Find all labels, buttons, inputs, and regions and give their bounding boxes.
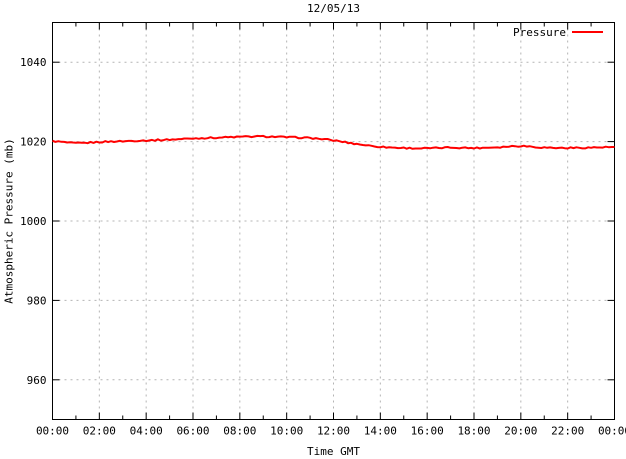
x-tick-label: 18:00 bbox=[457, 425, 490, 438]
y-axis-label: Atmospheric Pressure (mb) bbox=[2, 138, 16, 304]
x-tick-label: 14:00 bbox=[364, 425, 397, 438]
x-tick-label: 00:00 bbox=[598, 425, 626, 438]
x-tick-label: 20:00 bbox=[504, 425, 537, 438]
y-tick-label: 1040 bbox=[20, 56, 47, 69]
x-tick-label: 12:00 bbox=[317, 425, 350, 438]
x-tick-label: 08:00 bbox=[223, 425, 256, 438]
pressure-series-line bbox=[52, 134, 615, 150]
y-tick-label: 1020 bbox=[20, 136, 47, 149]
x-tick-label: 00:00 bbox=[36, 425, 69, 438]
y-tick-label: 980 bbox=[27, 294, 47, 307]
x-tick-label: 22:00 bbox=[551, 425, 584, 438]
legend-line-sample-icon bbox=[572, 31, 603, 33]
chart-title: 12/05/13 bbox=[307, 2, 360, 15]
legend-label: Pressure bbox=[513, 26, 566, 39]
x-tick-label: 16:00 bbox=[411, 425, 444, 438]
x-tick-label: 06:00 bbox=[176, 425, 209, 438]
y-tick-label: 960 bbox=[27, 374, 47, 387]
x-axis-label: Time GMT bbox=[307, 445, 360, 458]
y-tick-label: 1000 bbox=[20, 215, 47, 228]
x-tick-label: 04:00 bbox=[130, 425, 163, 438]
x-tick-label: 10:00 bbox=[270, 425, 303, 438]
plot-border bbox=[52, 22, 615, 420]
x-tick-label: 02:00 bbox=[83, 425, 116, 438]
